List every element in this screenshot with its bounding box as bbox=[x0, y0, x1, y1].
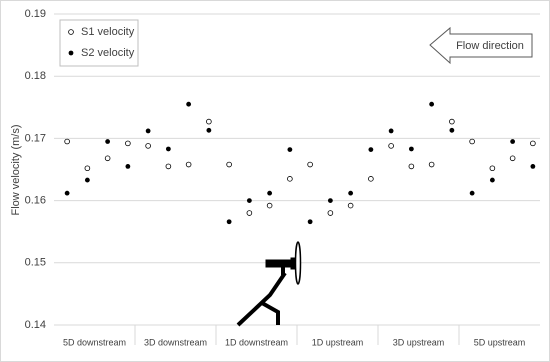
y-tick-label: 0.19 bbox=[25, 8, 46, 20]
x-tick-label: 3D downstream bbox=[144, 337, 207, 347]
marker bbox=[489, 177, 495, 183]
marker bbox=[287, 176, 293, 182]
marker bbox=[68, 29, 74, 35]
marker bbox=[530, 140, 536, 147]
marker bbox=[327, 198, 333, 204]
marker bbox=[388, 128, 394, 134]
x-tick-label: 1D upstream bbox=[312, 337, 364, 347]
marker bbox=[185, 161, 192, 168]
x-tick-label: 5D downstream bbox=[63, 337, 126, 347]
marker bbox=[165, 146, 171, 152]
marker bbox=[165, 163, 172, 170]
marker bbox=[509, 155, 516, 162]
marker bbox=[206, 118, 212, 125]
y-axis-label: Flow velocity (m/s) bbox=[10, 124, 22, 215]
marker bbox=[428, 161, 435, 168]
marker bbox=[327, 210, 334, 216]
marker bbox=[530, 163, 536, 169]
marker bbox=[368, 147, 374, 152]
marker bbox=[368, 176, 374, 182]
marker bbox=[246, 198, 252, 204]
marker bbox=[388, 143, 394, 149]
y-tick-label: 0.16 bbox=[25, 195, 46, 207]
legend-label: S2 velocity bbox=[81, 47, 135, 59]
flow-arrow bbox=[429, 26, 533, 65]
marker bbox=[84, 177, 90, 183]
y-tick-label: 0.15 bbox=[25, 257, 46, 269]
marker bbox=[449, 127, 455, 133]
marker bbox=[226, 161, 232, 168]
marker bbox=[429, 101, 435, 107]
marker bbox=[64, 138, 70, 145]
marker bbox=[105, 139, 111, 144]
marker bbox=[449, 118, 455, 125]
legend-label: S1 velocity bbox=[81, 26, 135, 38]
marker bbox=[145, 128, 151, 134]
marker bbox=[469, 138, 475, 145]
marker bbox=[246, 210, 253, 216]
marker bbox=[226, 219, 232, 225]
marker bbox=[489, 165, 496, 172]
x-tick-label: 1D downstream bbox=[225, 337, 288, 347]
marker bbox=[125, 163, 131, 169]
marker bbox=[267, 190, 273, 196]
marker bbox=[125, 140, 131, 147]
y-tick-label: 0.17 bbox=[25, 132, 46, 144]
y-tick-label: 0.18 bbox=[25, 70, 46, 82]
turbine-icon bbox=[236, 241, 302, 327]
marker bbox=[266, 202, 273, 209]
x-tick-label: 5D upstream bbox=[474, 337, 526, 347]
x-tick-label: 3D upstream bbox=[393, 337, 445, 347]
marker bbox=[287, 147, 293, 152]
marker bbox=[64, 190, 70, 196]
marker bbox=[68, 50, 74, 56]
annotation: Flow direction bbox=[456, 40, 524, 52]
marker bbox=[408, 146, 414, 152]
marker bbox=[307, 161, 313, 168]
marker bbox=[469, 190, 475, 196]
legend-box bbox=[59, 19, 139, 67]
marker bbox=[307, 219, 313, 225]
marker bbox=[206, 127, 212, 133]
marker bbox=[145, 143, 151, 149]
marker bbox=[348, 190, 354, 196]
marker bbox=[84, 165, 91, 172]
marker bbox=[510, 139, 516, 144]
marker bbox=[104, 155, 111, 162]
marker bbox=[186, 101, 192, 107]
marker bbox=[408, 163, 415, 170]
y-tick-label: 0.14 bbox=[25, 319, 46, 331]
marker bbox=[347, 202, 354, 209]
